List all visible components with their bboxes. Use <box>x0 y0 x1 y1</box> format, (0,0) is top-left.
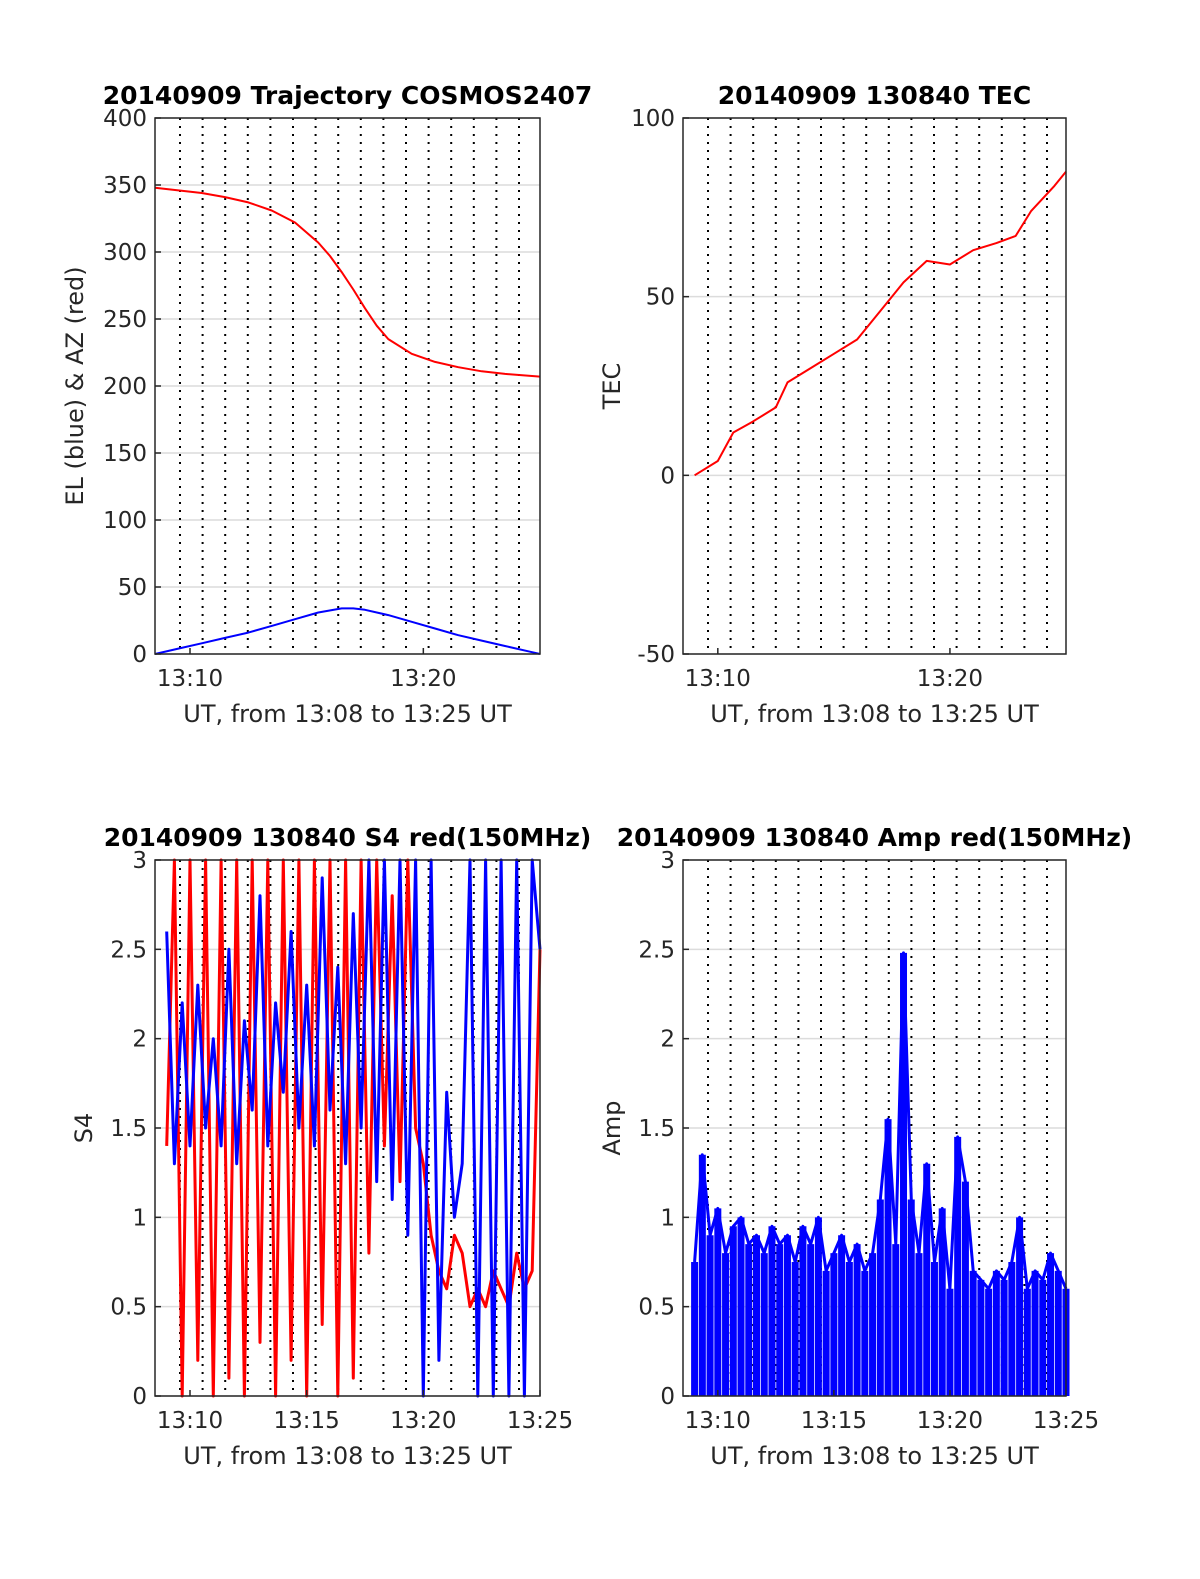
trajectory-ytick-label-7: 350 <box>103 173 147 199</box>
s4-ytick-label-2: 1 <box>132 1205 147 1231</box>
trajectory-title: 20140909 Trajectory COSMOS2407 <box>103 81 593 110</box>
tec-xtick-label-1: 13:20 <box>917 666 983 692</box>
amp-ytick-label-2: 1 <box>660 1205 675 1231</box>
s4-xtick-label-3: 13:25 <box>507 1408 573 1434</box>
trajectory-ytick-label-6: 300 <box>103 240 147 266</box>
s4-ytick-label-4: 2 <box>132 1027 147 1053</box>
amp-ytick-label-1: 0.5 <box>638 1295 675 1321</box>
s4-title: 20140909 130840 S4 red(150MHz) <box>104 823 592 852</box>
amp-xlabel: UT, from 13:08 to 13:25 UT <box>710 1442 1039 1470</box>
amp-ytick-label-6: 3 <box>660 848 675 874</box>
s4-ytick-label-5: 2.5 <box>110 937 147 963</box>
amp-xtick-label-1: 13:15 <box>801 1408 867 1434</box>
trajectory-chart: 0 50 100 150 200 250 300 350 400 13:10 13:20 201409… <box>61 81 592 728</box>
trajectory-ytick-label-8: 400 <box>103 106 147 132</box>
tec-xlabel: UT, from 13:08 to 13:25 UT <box>710 700 1039 728</box>
s4-xlabel: UT, from 13:08 to 13:25 UT <box>183 1442 512 1470</box>
amp-ytick-label-0: 0 <box>660 1384 675 1410</box>
trajectory-xlabel: UT, from 13:08 to 13:25 UT <box>183 700 512 728</box>
tec-ytick-label-1: 0 <box>660 463 675 489</box>
trajectory-ytick-label-2: 100 <box>103 508 147 534</box>
s4-chart: 0 0.5 1 1.5 2 2.5 3 13:10 13:15 13:20 13:25 2014090… <box>70 823 591 1470</box>
amp-xtick-label-0: 13:10 <box>685 1408 751 1434</box>
s4-xtick-label-1: 13:15 <box>274 1408 340 1434</box>
tec-ylabel: TEC <box>598 363 626 411</box>
amp-ytick-label-3: 1.5 <box>638 1116 675 1142</box>
amp-chart: 0 0.5 1 1.5 2 2.5 3 13:10 13:15 13:20 13:25 2014090… <box>598 823 1132 1470</box>
s4-ytick-label-1: 0.5 <box>110 1295 147 1321</box>
s4-xtick-label-2: 13:20 <box>390 1408 456 1434</box>
trajectory-series-0 <box>154 186 541 378</box>
tec-series-0 <box>694 170 1067 477</box>
trajectory-xtick-label-1: 13:20 <box>390 666 456 692</box>
amp-xtick-label-2: 13:20 <box>917 1408 983 1434</box>
tec-plot-area <box>683 118 1066 654</box>
s4-series-0 <box>165 858 542 1398</box>
s4-ylabel: S4 <box>70 1113 98 1144</box>
tec-title: 20140909 130840 TEC <box>718 81 1031 110</box>
trajectory-ytick-label-1: 50 <box>118 575 147 601</box>
tec-ytick-label-2: 50 <box>646 285 675 311</box>
s4-ytick-label-3: 1.5 <box>110 1116 147 1142</box>
trajectory-ylabel: EL (blue) & AZ (red) <box>61 266 89 505</box>
trajectory-ytick-label-5: 250 <box>103 307 147 333</box>
s4-ytick-label-0: 0 <box>132 1384 147 1410</box>
tec-xtick-label-0: 13:10 <box>685 666 751 692</box>
s4-ytick-label-6: 3 <box>132 848 147 874</box>
amp-title: 20140909 130840 Amp red(150MHz) <box>617 823 1133 852</box>
trajectory-ytick-label-3: 150 <box>103 441 147 467</box>
amp-xtick-label-3: 13:25 <box>1033 1408 1099 1434</box>
amp-ylabel: Amp <box>598 1100 626 1155</box>
trajectory-ytick-label-0: 0 <box>132 642 147 668</box>
trajectory-ytick-label-4: 200 <box>103 374 147 400</box>
s4-xtick-label-0: 13:10 <box>157 1408 223 1434</box>
trajectory-xtick-label-0: 13:10 <box>157 666 223 692</box>
tec-ytick-label-0: -50 <box>637 642 675 668</box>
amp-ytick-label-4: 2 <box>660 1027 675 1053</box>
tec-chart: -50 0 50 100 13:10 13:20 20140909 130840 TEC UT… <box>598 81 1067 728</box>
amp-ytick-label-5: 2.5 <box>638 937 675 963</box>
tec-ytick-label-3: 100 <box>631 106 675 132</box>
tec-axes-box <box>682 117 1067 655</box>
trajectory-series-1 <box>154 607 541 655</box>
